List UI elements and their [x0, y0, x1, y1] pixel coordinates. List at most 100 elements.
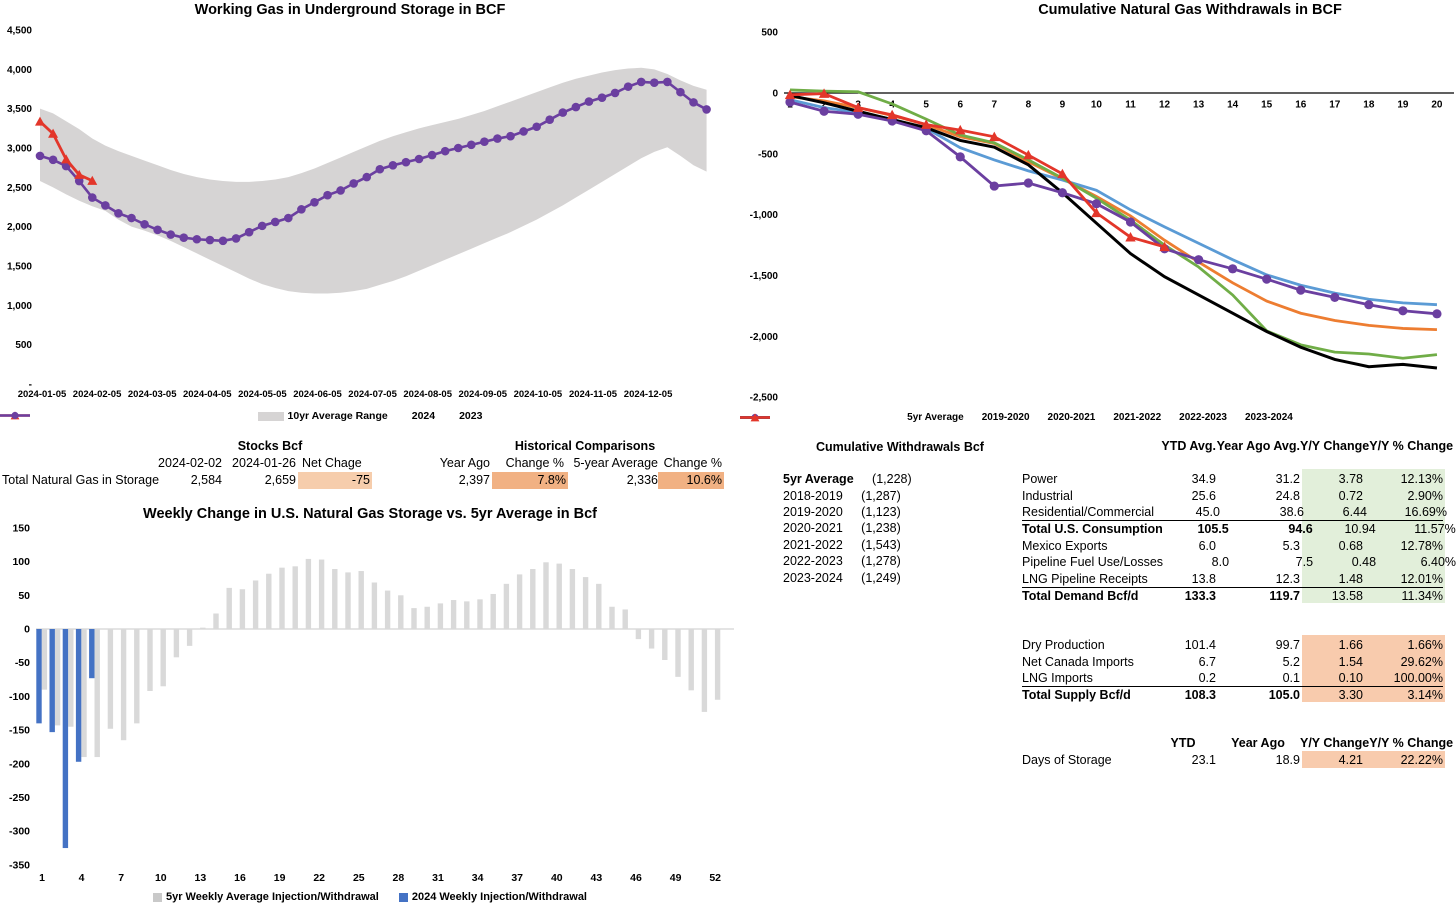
cell-value: 31.2: [1275, 472, 1300, 487]
svg-text:25: 25: [353, 872, 365, 884]
svg-text:0: 0: [772, 89, 778, 100]
storage-chart-panel: Working Gas in Underground Storage in BC…: [0, 0, 740, 436]
svg-text:2024-10-05: 2024-10-05: [514, 389, 563, 400]
cell-value: 1.48: [1338, 571, 1363, 586]
svg-text:40: 40: [551, 872, 563, 884]
cell-value: 23.1: [1191, 752, 1216, 767]
legend-label: 5yr Average: [907, 412, 964, 423]
svg-text:2024-03-05: 2024-03-05: [128, 389, 177, 400]
cell-value: 105.0: [1268, 688, 1300, 703]
season-label: 2019-2020: [783, 504, 843, 519]
cell-value: 0.48: [1351, 555, 1377, 570]
legend-label: 2024 Weekly Injection/Withdrawal: [411, 891, 587, 903]
season-label: 2022-2023: [783, 554, 843, 569]
cell-value: 119.7: [1269, 588, 1300, 603]
year-ago-change-pct: 7.8%: [492, 472, 568, 489]
svg-text:2024-08-05: 2024-08-05: [403, 389, 452, 400]
svg-text:2024-06-05: 2024-06-05: [293, 389, 342, 400]
supply-demand-tables: Cumulative Withdrawals Bcf 5yr Average (1…: [740, 438, 1456, 913]
svg-text:1: 1: [39, 872, 45, 884]
column-header: 2024-01-26: [232, 456, 296, 470]
cell-value: 105.5: [1197, 522, 1229, 537]
cell-value: 3.78: [1338, 472, 1363, 487]
svg-text:12: 12: [1159, 100, 1171, 111]
cell-value: 29.62%: [1400, 654, 1443, 669]
svg-text:2024-02-05: 2024-02-05: [73, 389, 122, 400]
svg-text:15: 15: [1261, 100, 1273, 111]
column-header: 5-year Average: [573, 456, 658, 470]
cell-value: 13.58: [1331, 588, 1363, 603]
svg-text:-150: -150: [9, 725, 30, 737]
cell-value: 11.57%: [1414, 522, 1456, 537]
cell-value: 5.3: [1282, 538, 1300, 553]
svg-text:7: 7: [992, 100, 998, 111]
five-year-average-value: 2,336: [626, 473, 658, 487]
row-label: Total Demand Bcf/d: [1022, 588, 1139, 603]
legend-label: 2019-2020: [981, 412, 1030, 423]
season-value: (1,238): [861, 521, 901, 536]
svg-text:16: 16: [234, 872, 246, 884]
svg-text:28: 28: [393, 872, 405, 884]
season-value: (1,249): [861, 570, 901, 585]
svg-text:0: 0: [24, 624, 30, 636]
stocks-group-header: Stocks Bcf: [237, 439, 303, 453]
cell-value: 1.66%: [1407, 638, 1443, 653]
season-value: (1,228): [872, 472, 912, 487]
cell-value: Y/Y Change: [1300, 736, 1370, 751]
svg-text:2: 2: [821, 100, 827, 111]
svg-text:19: 19: [274, 872, 286, 884]
svg-text:50: 50: [18, 590, 30, 602]
cell-value: 1.66: [1338, 638, 1363, 653]
supply-table: Dry Production 101.4 99.7 1.66 1.66% Net Cana…: [1022, 637, 1443, 704]
legend-label: 2021-2022: [1113, 412, 1162, 423]
column-header: Net Chage: [302, 456, 362, 470]
season-withdrawal-row: 2020-2021 (1,238): [783, 520, 901, 536]
legend-label: 2024: [411, 410, 436, 422]
svg-text:-200: -200: [9, 758, 30, 770]
legend-item: 5yr Weekly Average Injection/Withdrawal: [152, 891, 379, 903]
cell-value: 108.3: [1184, 688, 1216, 703]
svg-text:4,000: 4,000: [7, 65, 32, 76]
cell-value: 3.30: [1338, 688, 1363, 703]
cell-value: 12.78%: [1400, 538, 1443, 553]
svg-text:13: 13: [1193, 100, 1205, 111]
withdrawals-by-season-list: 5yr Average (1,228) 2018-2019 (1,287) 2019-2…: [783, 471, 912, 586]
svg-text:46: 46: [630, 872, 642, 884]
legend-item: 2021-2022: [740, 412, 1162, 423]
legend-marker-square-icon: [398, 892, 408, 902]
season-value: (1,278): [861, 554, 901, 569]
cell-value: 6.0: [1198, 538, 1216, 553]
legend-label: 2022-2023: [1179, 412, 1227, 423]
svg-text:1,500: 1,500: [7, 261, 32, 272]
season-value: (1,543): [861, 537, 901, 552]
cell-value: 4.21: [1338, 752, 1363, 767]
svg-text:-500: -500: [758, 149, 778, 160]
svg-text:-2,500: -2,500: [750, 393, 779, 404]
season-label: 2020-2021: [783, 521, 843, 536]
season-label: 2021-2022: [783, 537, 843, 552]
svg-text:2024-09-05: 2024-09-05: [458, 389, 507, 400]
svg-text:22: 22: [313, 872, 325, 884]
cell-value: 100.00%: [1393, 670, 1443, 685]
cell-value: Year Ago: [1231, 736, 1285, 751]
historical-group-header: Historical Comparisons: [514, 439, 656, 453]
cell-value: Y/Y % Change: [1369, 439, 1454, 454]
legend-item: 2023-2024: [740, 412, 1293, 423]
season-value: (1,123): [861, 504, 901, 519]
legend-label: 10yr Average Range: [287, 410, 388, 422]
svg-text:18: 18: [1363, 100, 1375, 111]
cell-value: Y/Y Change: [1300, 439, 1370, 454]
svg-text:3,000: 3,000: [7, 143, 32, 154]
legend-item: 2024 Weekly Injection/Withdrawal: [398, 891, 587, 903]
legend-item: 2020-2021: [740, 412, 1095, 423]
svg-text:-350: -350: [9, 859, 30, 871]
column-header: Change %: [505, 456, 564, 470]
cell-value: 133.3: [1184, 588, 1216, 603]
svg-text:-50: -50: [15, 657, 30, 669]
svg-text:34: 34: [472, 872, 484, 884]
season-withdrawal-row: 2023-2024 (1,249): [783, 569, 901, 585]
column-header: 2024-02-02: [158, 456, 222, 470]
row-label: Dry Production: [1022, 638, 1105, 653]
svg-text:2,000: 2,000: [7, 222, 32, 233]
withdrawals-chart-panel: Cumulative Natural Gas Withdrawals in BC…: [740, 0, 1456, 436]
